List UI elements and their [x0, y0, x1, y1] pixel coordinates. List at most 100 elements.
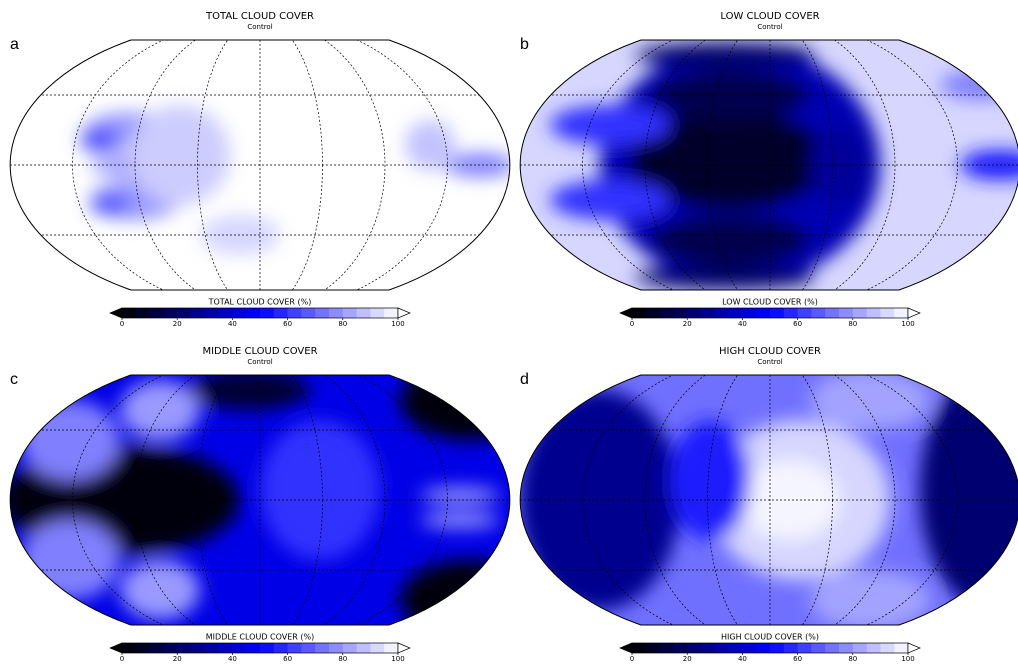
- colorbar-step: [715, 643, 729, 653]
- map: [520, 19, 1018, 311]
- colorbar-step: [729, 643, 743, 653]
- contour-region: [420, 512, 500, 528]
- colorbar-step: [232, 643, 246, 653]
- colorbar-step: [288, 308, 302, 318]
- colorbar-tick-label: 20: [683, 655, 692, 663]
- panel-letter: d: [520, 371, 529, 388]
- colorbar-step: [288, 643, 302, 653]
- colorbar-step: [756, 308, 770, 318]
- colorbar-step: [150, 308, 164, 318]
- colorbar-extend-high: [398, 308, 410, 318]
- colorbar-step: [343, 643, 357, 653]
- colorbar-step: [384, 308, 398, 318]
- panel-subtitle: Control: [757, 358, 782, 366]
- contour-region: [650, 215, 810, 265]
- colorbar-step: [136, 643, 150, 653]
- colorbar-tick-label: 20: [173, 320, 182, 328]
- colorbar-step: [687, 643, 701, 653]
- colorbar-tick-label: 100: [391, 320, 404, 328]
- colorbar-step: [839, 643, 853, 653]
- colorbar-tick-label: 40: [228, 655, 237, 663]
- colorbar-step: [770, 308, 784, 318]
- colorbar-step: [811, 643, 825, 653]
- panel-title: TOTAL CLOUD COVER: [205, 11, 314, 22]
- contour-region: [670, 420, 750, 540]
- contour-region: [120, 560, 200, 620]
- contour-region: [400, 560, 540, 640]
- colorbar-step: [811, 308, 825, 318]
- contour-region: [20, 520, 120, 600]
- colorbar-step: [798, 308, 812, 318]
- colorbar-step: [370, 308, 384, 318]
- colorbar-step: [853, 643, 867, 653]
- colorbar-label: LOW CLOUD COVER (%): [722, 298, 818, 307]
- panel-title: MIDDLE CLOUD COVER: [202, 346, 317, 357]
- panel-subtitle: Control: [247, 23, 272, 31]
- figure: TOTAL CLOUD COVERControlaTOTAL CLOUD COV…: [0, 0, 1018, 666]
- colorbar-step: [673, 643, 687, 653]
- colorbar-extend-low: [110, 643, 122, 653]
- contour-region: [20, 400, 120, 480]
- colorbar-step: [742, 308, 756, 318]
- colorbar-step: [301, 308, 315, 318]
- colorbar-tick-label: 80: [338, 320, 347, 328]
- colorbar-step: [343, 308, 357, 318]
- colorbar-step: [357, 643, 371, 653]
- colorbar-extend-low: [620, 643, 632, 653]
- colorbar-step: [646, 643, 660, 653]
- colorbar-step: [867, 308, 881, 318]
- colorbar-step: [191, 308, 205, 318]
- colorbar-tick-label: 20: [173, 655, 182, 663]
- colorbar-step: [701, 643, 715, 653]
- colorbar-step: [219, 643, 233, 653]
- colorbar-step: [232, 308, 246, 318]
- contour-region: [420, 487, 500, 503]
- panel-letter: c: [10, 371, 18, 388]
- colorbar-step: [660, 308, 674, 318]
- panel-letter: b: [520, 36, 529, 53]
- colorbar-step: [867, 643, 881, 653]
- colorbar-tick-label: 60: [283, 320, 292, 328]
- colorbar-label: MIDDLE CLOUD COVER (%): [206, 633, 314, 642]
- colorbar-step: [329, 308, 343, 318]
- colorbar-tick-label: 40: [228, 320, 237, 328]
- colorbar-step: [756, 643, 770, 653]
- colorbar-tick-label: 100: [901, 320, 914, 328]
- colorbar-step: [274, 308, 288, 318]
- panel-title: LOW CLOUD COVER: [720, 11, 819, 22]
- colorbar-step: [798, 643, 812, 653]
- colorbar-step: [880, 308, 894, 318]
- colorbar-step: [729, 308, 743, 318]
- panel-subtitle: Control: [757, 23, 782, 31]
- panel-title: HIGH CLOUD COVER: [719, 346, 821, 357]
- colorbar-step: [687, 308, 701, 318]
- colorbar-step: [177, 308, 191, 318]
- contour-region: [80, 128, 120, 152]
- map: [520, 354, 1018, 646]
- colorbar-step: [122, 643, 136, 653]
- colorbar-step: [191, 643, 205, 653]
- colorbar-tick-label: 0: [120, 320, 124, 328]
- colorbar-tick-label: 60: [793, 320, 802, 328]
- colorbar-step: [825, 308, 839, 318]
- colorbar-step: [329, 643, 343, 653]
- colorbar-tick-label: 80: [338, 655, 347, 663]
- colorbar-step: [246, 643, 260, 653]
- colorbar-tick-label: 0: [630, 320, 634, 328]
- colorbar-extend-low: [620, 308, 632, 318]
- colorbar-step: [701, 308, 715, 318]
- colorbar-step: [784, 643, 798, 653]
- colorbar-extend-low: [110, 308, 122, 318]
- colorbar-tick-label: 40: [738, 320, 747, 328]
- colorbar-step: [632, 308, 646, 318]
- colorbar-step: [205, 308, 219, 318]
- colorbar-step: [880, 643, 894, 653]
- colorbar-tick-label: 0: [120, 655, 124, 663]
- colorbar-step: [370, 643, 384, 653]
- colorbar-step: [315, 643, 329, 653]
- colorbar-step: [673, 308, 687, 318]
- contour-region: [130, 105, 230, 205]
- colorbar-step: [853, 308, 867, 318]
- colorbar-tick-label: 60: [283, 655, 292, 663]
- colorbar-extend-high: [908, 308, 920, 318]
